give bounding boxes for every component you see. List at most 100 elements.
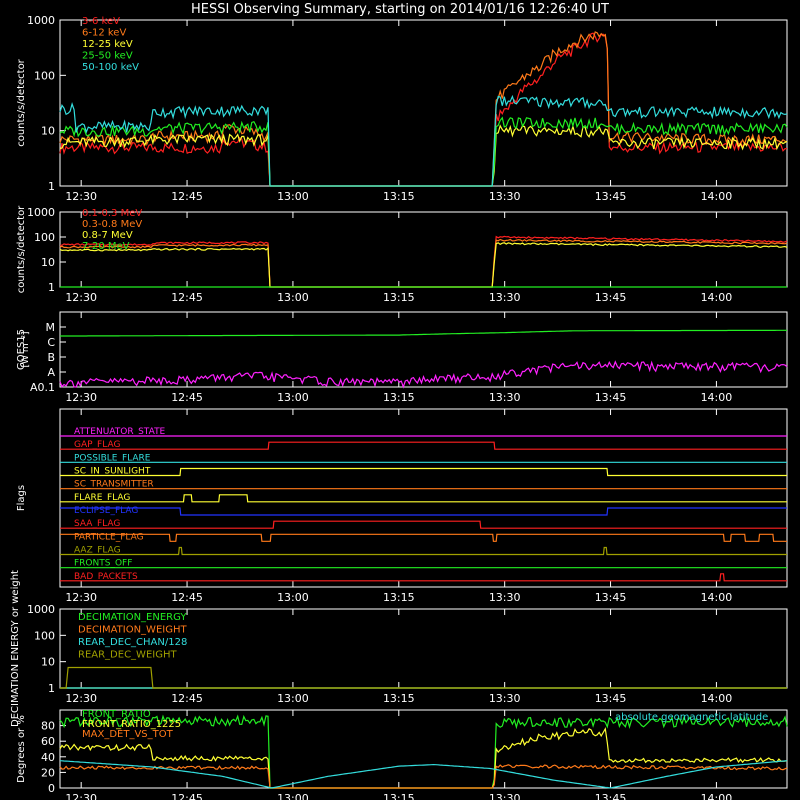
figure-title: HESSI Observing Summary, starting on 201… bbox=[191, 2, 609, 17]
flag-label: ECLIPSE_FLAG bbox=[74, 506, 138, 516]
flag-label: SC_TRANSMITTER bbox=[74, 480, 154, 490]
time-tick-label: 13:45 bbox=[595, 591, 627, 604]
time-tick-label: 13:30 bbox=[489, 692, 521, 705]
time-tick-label: 13:45 bbox=[595, 692, 627, 705]
xray_low-frame bbox=[59, 19, 788, 187]
series-line-goes bbox=[59, 360, 788, 389]
legend-entry: 50-100 keV bbox=[82, 62, 139, 73]
time-tick-label: 13:30 bbox=[489, 792, 521, 800]
time-tick-label: 13:15 bbox=[383, 391, 415, 404]
y-tick-label: 80 bbox=[41, 720, 55, 733]
flag-label: SAA_FLAG bbox=[74, 519, 120, 529]
flag-label: FRONTS_OFF bbox=[74, 559, 132, 569]
y-tick-label: 1 bbox=[48, 682, 55, 695]
series-line-gamma bbox=[60, 235, 788, 288]
time-tick-label: 14:00 bbox=[701, 391, 733, 404]
y-tick-label: 1 bbox=[48, 180, 55, 193]
y-tick-label: 10 bbox=[41, 125, 55, 138]
time-tick-label: 13:00 bbox=[277, 692, 309, 705]
time-tick-label: 13:15 bbox=[383, 591, 415, 604]
panel-gamma: 12:30 12:45 13:00 13:15 13:30 13:45 14:00 count… bbox=[16, 205, 788, 304]
goes-ylabel-unit: [W m⁻²] bbox=[21, 332, 31, 368]
y-tick-label: 1000 bbox=[27, 14, 55, 27]
y-tick-label: 10 bbox=[41, 656, 55, 669]
panel-xray_low: 12:30 12:45 13:00 13:15 13:30 13:45 14:00 count… bbox=[16, 14, 788, 203]
time-tick-label: 13:00 bbox=[277, 792, 309, 800]
series-line-ratios bbox=[59, 764, 788, 789]
y-tick-label: 0 bbox=[48, 782, 55, 795]
legend-entry: 0.1-0.3 MeV bbox=[82, 208, 142, 219]
time-tick-label: 12:45 bbox=[171, 692, 203, 705]
flag-label: AAZ_FLAG bbox=[74, 546, 121, 556]
time-tick-label: 13:15 bbox=[383, 792, 415, 800]
y-tick-label: 100 bbox=[34, 69, 55, 82]
flag-label: SC_IN_SUNLIGHT bbox=[74, 467, 151, 477]
decimation-ylabel: DECIMATION ENERGY or weight bbox=[10, 570, 21, 727]
flag-line bbox=[60, 546, 787, 556]
legend-entry: 0.3-0.8 MeV bbox=[82, 219, 142, 230]
time-tick-label: 13:00 bbox=[277, 391, 309, 404]
flag-label: PARTICLE_FLAG bbox=[74, 532, 144, 542]
time-tick-label: 13:00 bbox=[277, 591, 309, 604]
time-tick-label: 14:00 bbox=[701, 792, 733, 800]
legend-entry: 25-50 keV bbox=[82, 51, 133, 62]
y-tick-label: 100 bbox=[34, 231, 55, 244]
time-tick-label: 13:15 bbox=[383, 692, 415, 705]
series-line-ratios bbox=[59, 760, 788, 789]
y-tick-label: 1000 bbox=[27, 603, 55, 616]
legend-entry: MAX_DET_VS_TOT bbox=[82, 729, 174, 740]
y-tick-label: 1 bbox=[48, 281, 55, 294]
legend-entry: DECIMATION_WEIGHT bbox=[78, 625, 187, 636]
time-tick-label: 13:30 bbox=[489, 391, 521, 404]
flags-frame bbox=[59, 408, 788, 588]
series-line-xray_low bbox=[59, 124, 788, 187]
legend-entry: FRONT_RATIO bbox=[82, 709, 151, 720]
series-line-xray_low bbox=[59, 94, 788, 187]
flag-label: GAP_FLAG bbox=[74, 440, 120, 450]
series-line-decimation bbox=[60, 666, 787, 689]
time-tick-label: 13:30 bbox=[489, 591, 521, 604]
y-tick-label: C bbox=[47, 336, 55, 349]
flag-line bbox=[60, 494, 787, 503]
flag-line bbox=[60, 533, 787, 542]
legend-entry: 3-6 keV bbox=[82, 16, 120, 27]
panel-decimation: 12:30 12:45 13:00 13:15 13:30 13:45 14:00 DECIM… bbox=[10, 570, 788, 727]
time-tick-label: 12:45 bbox=[171, 391, 203, 404]
flag-line bbox=[60, 573, 787, 582]
legend-entry: FRONT_RATIO_1225 bbox=[82, 719, 181, 730]
goes-frame bbox=[59, 311, 788, 388]
legend-entry: 12-25 keV bbox=[82, 39, 133, 50]
flag-label: BAD_PACKETS bbox=[74, 572, 138, 582]
flag-line bbox=[60, 520, 787, 529]
time-tick-label: 13:15 bbox=[383, 291, 415, 304]
time-tick-label: 14:00 bbox=[701, 591, 733, 604]
series-line-xray_low bbox=[59, 116, 788, 187]
time-tick-label: 12:30 bbox=[65, 591, 97, 604]
y-tick-label: 40 bbox=[41, 751, 55, 764]
y-tick-label: A0.1 bbox=[30, 381, 55, 394]
time-tick-label: 13:00 bbox=[277, 291, 309, 304]
gamma-ylabel: counts/s/detector bbox=[16, 205, 27, 293]
panel-ratios: 12:30 12:45 13:00 13:15 13:30 13:45 14:00 Degre… bbox=[16, 709, 788, 800]
flags-ylabel: Flags bbox=[16, 485, 27, 511]
time-tick-label: 14:00 bbox=[701, 190, 733, 203]
y-tick-label: A bbox=[47, 366, 55, 379]
legend-entry: 6-12 keV bbox=[82, 28, 126, 39]
panel-goes: 12:30 12:45 13:00 13:15 13:30 13:45 14:00 GOES1… bbox=[16, 311, 788, 404]
legend-entry: DECIMATION_ENERGY bbox=[78, 612, 187, 623]
time-tick-label: 14:00 bbox=[701, 291, 733, 304]
y-tick-label: 100 bbox=[34, 629, 55, 642]
y-tick-label: 10 bbox=[41, 256, 55, 269]
time-tick-label: 13:45 bbox=[595, 190, 627, 203]
y-tick-label: 1000 bbox=[27, 206, 55, 219]
series-line-gamma bbox=[59, 242, 788, 288]
xray_low-ylabel: counts/s/detector bbox=[16, 58, 27, 146]
flag-line bbox=[60, 441, 787, 450]
time-tick-label: 13:15 bbox=[383, 190, 415, 203]
legend-entry: REAR_DEC_WEIGHT bbox=[78, 650, 177, 661]
time-tick-label: 13:30 bbox=[489, 190, 521, 203]
flag-line bbox=[60, 507, 787, 516]
time-tick-label: 13:00 bbox=[277, 190, 309, 203]
series-line-goes bbox=[60, 329, 787, 337]
